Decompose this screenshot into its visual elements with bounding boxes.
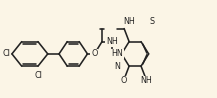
Text: O: O [91,49,98,58]
Text: O: O [121,76,127,85]
Text: N: N [114,62,120,71]
Text: Cl: Cl [3,49,10,58]
Text: NH: NH [140,76,152,85]
Text: S: S [149,17,155,26]
Text: HN: HN [111,49,123,58]
Text: NH: NH [123,17,135,26]
Text: Cl: Cl [34,71,42,80]
Text: NH: NH [106,37,118,46]
